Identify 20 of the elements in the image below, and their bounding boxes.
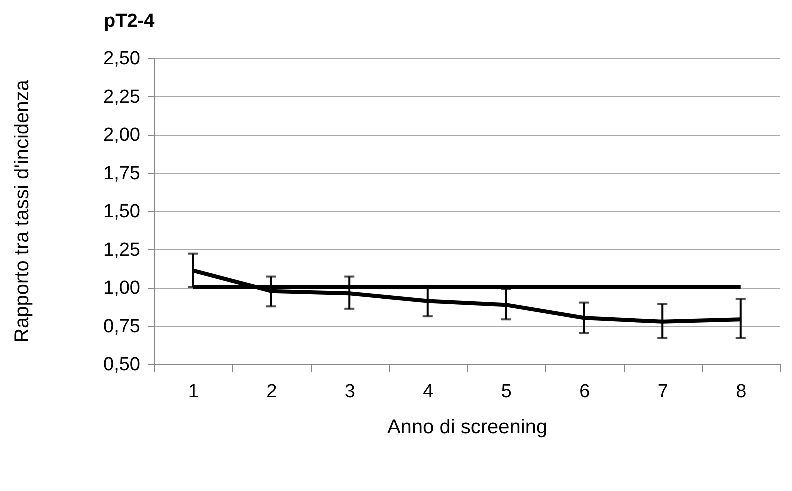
- x-tick-label: 5: [501, 382, 512, 402]
- y-tick-label: 1,75: [104, 163, 140, 184]
- y-tick-label: 1,50: [104, 202, 140, 222]
- y-tick-label: 0,75: [104, 316, 140, 338]
- x-tick-label: 4: [423, 382, 434, 402]
- x-tick-label: 8: [736, 382, 747, 402]
- x-tick-label: 7: [658, 382, 668, 402]
- y-tick-label: 1,00: [104, 278, 140, 299]
- x-tick-label: 3: [344, 382, 356, 402]
- y-tick-label: 1,25: [104, 240, 140, 261]
- x-tick-label: 2: [266, 382, 278, 402]
- y-axis-title: Rapporto tra tassi d'incidenza: [12, 79, 34, 343]
- chart-title: pT2-4: [104, 11, 156, 32]
- y-tick-label: 0,50: [104, 354, 140, 376]
- x-axis-title: Anno di screening: [387, 416, 548, 438]
- x-tick-label: 1: [188, 382, 199, 402]
- y-tick-label: 2,00: [104, 125, 140, 146]
- y-tick-label: 2,25: [104, 86, 140, 108]
- y-tick-label: 2,50: [104, 48, 140, 70]
- x-tick-label: 6: [580, 382, 590, 402]
